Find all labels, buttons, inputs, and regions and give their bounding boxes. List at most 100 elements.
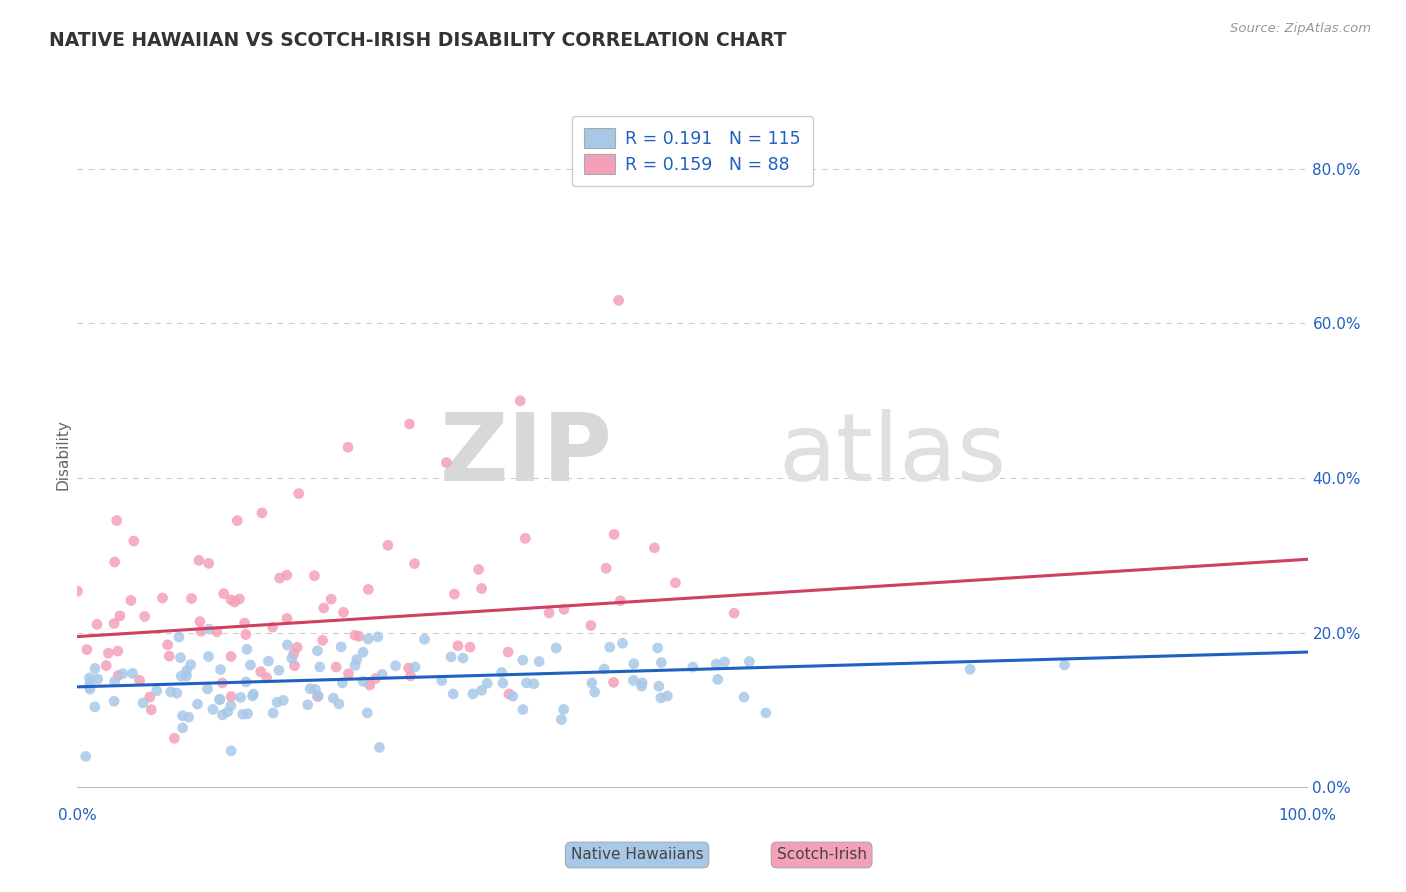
Point [307,690,329,704]
Point [502,690,524,704]
Point [128,673,150,688]
Point [413,632,436,647]
Point [83,699,105,714]
Point [623,673,645,688]
Point [250,506,273,520]
Point [609,593,631,607]
Point [343,658,366,673]
Point [285,640,308,655]
Point [139,690,162,704]
Point [76,642,98,657]
Point [205,624,228,639]
Point [643,541,665,555]
Point [430,673,453,688]
Point [467,562,489,576]
Point [226,514,249,528]
Point [648,679,671,693]
Point [208,692,231,706]
Point [262,620,284,634]
Point [384,658,406,673]
Point [367,630,389,644]
Point [461,687,484,701]
Point [141,703,163,717]
Point [219,592,242,607]
Point [404,660,426,674]
Point [550,713,572,727]
Point [172,721,194,735]
Point [321,592,343,607]
Point [404,557,426,571]
Point [219,744,242,758]
Point [304,682,326,697]
Point [650,656,672,670]
Point [86,672,108,686]
Point [371,667,394,681]
Point [492,676,515,690]
Point [104,674,127,689]
Point [523,677,546,691]
Point [713,655,735,669]
Point [172,708,194,723]
Point [66,584,89,599]
Point [188,615,211,629]
Point [607,293,630,308]
Point [704,657,727,671]
Point [211,676,233,690]
Point [288,486,311,500]
Point [647,640,669,655]
Point [650,690,672,705]
Point [75,749,97,764]
Point [364,672,387,686]
Point [357,582,380,597]
Point [276,611,298,625]
Point [471,582,494,596]
Point [436,456,458,470]
Point [79,680,101,694]
Point [512,702,534,716]
Text: Scotch-Irish: Scotch-Irish [776,847,866,863]
Point [1053,657,1076,672]
Point [630,679,652,693]
Point [86,617,108,632]
Point [344,628,367,642]
Point [593,662,616,676]
Point [281,651,304,665]
Point [332,605,354,619]
Point [145,683,167,698]
Point [111,666,134,681]
Point [509,393,531,408]
Point [266,695,288,709]
Point [583,685,606,699]
Point [132,696,155,710]
Point [104,555,127,569]
Point [443,587,465,601]
Point [219,690,242,704]
Point [322,691,344,706]
Text: Source: ZipAtlas.com: Source: ZipAtlas.com [1230,22,1371,36]
Point [723,606,745,620]
Point [356,706,378,720]
Point [121,666,143,681]
Point [267,663,290,677]
Point [84,661,107,675]
Point [208,692,231,706]
Point [706,673,728,687]
Point [657,689,679,703]
Point [249,665,271,679]
Point [496,645,519,659]
Point [527,655,550,669]
Point [312,601,335,615]
Point [190,624,212,639]
Point [959,662,981,676]
Point [180,591,202,606]
Point [159,685,181,699]
Point [167,630,190,644]
Point [579,618,602,632]
Point [209,663,232,677]
Point [458,640,481,654]
Point [177,710,200,724]
Point [325,660,347,674]
Point [755,706,778,720]
Point [377,538,399,552]
Point [212,586,235,600]
